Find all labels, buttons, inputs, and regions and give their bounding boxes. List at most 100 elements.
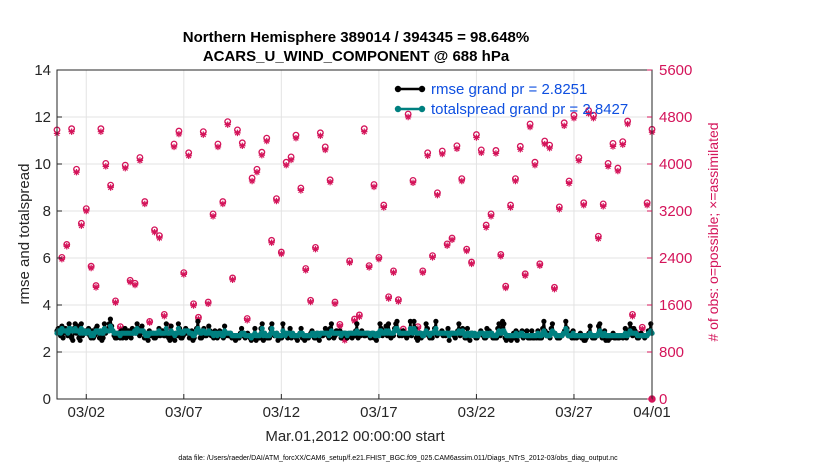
rmse-point <box>328 321 334 327</box>
rmse-point <box>587 323 593 329</box>
obs-assimilated-marker <box>468 260 475 268</box>
rmse-point <box>467 337 473 343</box>
rmse-point <box>394 318 400 324</box>
obs-assimilated-marker <box>458 177 465 185</box>
x-axis-ticks: 03/02 03/07 03/12 03/17 03/22 03/27 04/01 <box>67 394 671 421</box>
right-tick-label: 4000 <box>659 156 692 173</box>
obs-assimilated-marker <box>297 187 305 194</box>
rmse-point <box>168 323 174 329</box>
chart-title: Northern Hemisphere 389014 / 394345 = 98… <box>183 29 529 46</box>
y-tick-label: 6 <box>43 250 51 267</box>
obs-assimilated-marker <box>175 130 183 138</box>
rmse-point <box>501 321 507 327</box>
rmse-point <box>407 318 413 324</box>
rmse-point <box>206 323 212 329</box>
y-tick-label: 14 <box>34 62 51 79</box>
rmse-point <box>373 337 379 343</box>
rmse-point <box>78 321 84 327</box>
obs-assimilated-marker <box>136 157 144 164</box>
rmse-point <box>107 316 113 322</box>
obs-assimilated-marker <box>248 177 256 185</box>
grid-lines <box>57 69 653 400</box>
obs-assimilated-marker <box>551 285 558 293</box>
obs-assimilated-marker <box>326 179 334 186</box>
obs-assimilated-marker <box>478 149 485 157</box>
plot-area <box>57 70 652 399</box>
obs-assimilated-marker <box>253 169 261 176</box>
obs-assimilated-marker <box>512 177 519 185</box>
obs-assimilated-marker <box>292 134 300 142</box>
legend-totalspread-marker <box>418 105 426 113</box>
rmse-point <box>529 328 535 334</box>
obs-assimilated-marker <box>180 271 188 278</box>
obs-assimilated-marker <box>492 150 500 157</box>
obs-assimilated-marker <box>375 255 383 263</box>
obs-assimilated-marker <box>404 113 412 121</box>
chart-subtitle: ACARS_U_WIND_COMPONENT @ 688 hPa <box>203 48 510 65</box>
rmse-point <box>101 321 107 327</box>
obs-assimilated-marker <box>517 146 524 153</box>
right-tick-label: 5600 <box>659 62 692 79</box>
obs-assimilated-marker <box>317 132 324 139</box>
obs-assimilated-marker <box>170 143 178 151</box>
totalspread-point <box>433 325 439 332</box>
obs-assimilated-marker <box>336 322 344 330</box>
right-tick-label: 1600 <box>659 297 692 314</box>
obs-assimilated-marker <box>390 269 397 276</box>
rmse-point <box>294 337 300 343</box>
legend: rmse grand pr = 2.8251 totalspread grand… <box>394 81 628 118</box>
obs-assimilated-marker <box>302 267 309 274</box>
x-tick-label: 03/07 <box>165 404 203 421</box>
totalspread-point <box>259 325 265 332</box>
x-tick-label: 03/02 <box>67 404 105 421</box>
data-file-footer: data file: /Users/raeder/DAI/ATM_forcXX/… <box>178 455 618 462</box>
obs-assimilated-marker <box>312 245 319 253</box>
obs-assimilated-marker <box>629 312 636 320</box>
rmse-point <box>172 337 178 343</box>
obs-assimilated-marker <box>190 302 197 309</box>
obs-assimilated-marker <box>351 317 358 325</box>
obs-assimilated-marker <box>419 269 426 276</box>
right-axis-label: # of obs: o=possible; ×=assimilated <box>705 122 721 341</box>
rmse-point <box>260 337 266 343</box>
obs-assimilated-marker <box>502 284 509 292</box>
y-tick-label: 0 <box>43 391 51 408</box>
rmse-point <box>269 321 275 327</box>
totalspread-point <box>163 325 169 332</box>
obs-assimilated-marker <box>531 161 539 169</box>
right-tick-label: 2400 <box>659 250 692 267</box>
obs-assimilated-marker <box>624 120 631 128</box>
x-tick-label: 03/17 <box>360 404 398 421</box>
y-tick-label: 12 <box>34 109 51 126</box>
obs-assimilated-marker <box>83 207 90 215</box>
obs-assimilated-marker <box>482 224 490 231</box>
obs-assimilated-marker <box>448 236 456 243</box>
legend-rmse-label: rmse grand pr = 2.8251 <box>431 81 587 98</box>
obs-assimilated-marker <box>287 156 295 164</box>
rmse-point <box>627 321 633 327</box>
rmse-point <box>239 325 245 332</box>
right-tick-label: 3200 <box>659 203 692 220</box>
obs-assimilated-marker <box>239 142 246 149</box>
obs-assimilated-marker <box>78 222 85 229</box>
obs-assimilated-marker <box>165 325 173 332</box>
obs-assimilated-marker <box>73 169 80 176</box>
legend-rmse-marker <box>418 85 426 93</box>
obs-assimilated-marker <box>307 298 314 306</box>
obs-assimilated-marker <box>283 161 290 169</box>
rmse-point <box>316 337 322 343</box>
obs-assimilated-marker <box>561 122 568 130</box>
obs-assimilated-marker <box>122 164 129 172</box>
obs-assimilated-marker <box>112 299 119 306</box>
totalspread-point <box>564 328 570 334</box>
series-lines <box>54 316 655 343</box>
obs-assimilated-marker <box>234 129 241 137</box>
obs-assimilated-marker <box>575 157 583 164</box>
obs-assimilated-marker <box>361 128 368 135</box>
rmse-point <box>648 321 654 327</box>
obs-assimilated-marker <box>385 295 392 302</box>
obs-assimilated-marker <box>580 201 587 209</box>
obs-assimilated-marker <box>209 213 217 220</box>
rmse-point <box>563 318 569 324</box>
rmse-point <box>259 321 265 327</box>
